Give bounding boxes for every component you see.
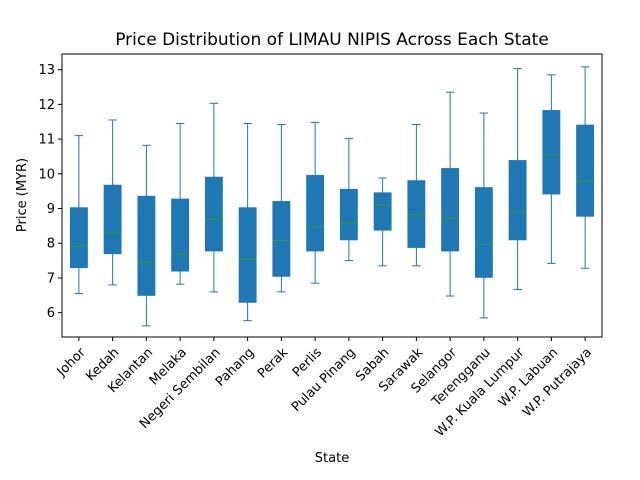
chart-title: Price Distribution of LIMAU NIPIS Across… (115, 30, 549, 50)
box-perak (272, 201, 291, 277)
box-w-p-kuala-lumpur (508, 160, 527, 241)
box-selangor (441, 168, 460, 252)
y-tick-label: 12 (38, 98, 55, 113)
y-tick-label: 6 (47, 306, 55, 321)
box-terengganu (474, 187, 493, 278)
x-axis-label: State (315, 451, 349, 466)
box-johor (69, 207, 88, 269)
box-perlis (306, 175, 325, 252)
y-tick-label: 7 (47, 271, 55, 286)
box-kedah (103, 184, 122, 255)
box-melaka (171, 198, 190, 272)
box-sabah (373, 192, 392, 231)
y-tick-label: 10 (38, 167, 55, 182)
box-pulau-pinang (339, 188, 358, 241)
y-tick-label: 9 (47, 202, 55, 217)
box-w-p-labuan (542, 110, 561, 195)
y-tick-label: 11 (38, 133, 55, 148)
box-sarawak (407, 180, 426, 248)
box-w-p-putrajaya (576, 124, 595, 217)
x-tick-label: Perak (255, 345, 292, 382)
box-negeri-sembilan (204, 176, 223, 252)
box-kelantan (137, 195, 156, 296)
y-axis-label: Price (MYR) (15, 158, 30, 232)
axes-frame (61, 53, 603, 338)
box-pahang (238, 207, 257, 303)
plot-area: 678910111213JohorKedahKelantanMelakaNege… (38, 53, 603, 440)
y-tick-label: 13 (38, 63, 55, 78)
y-tick-label: 8 (47, 237, 55, 252)
